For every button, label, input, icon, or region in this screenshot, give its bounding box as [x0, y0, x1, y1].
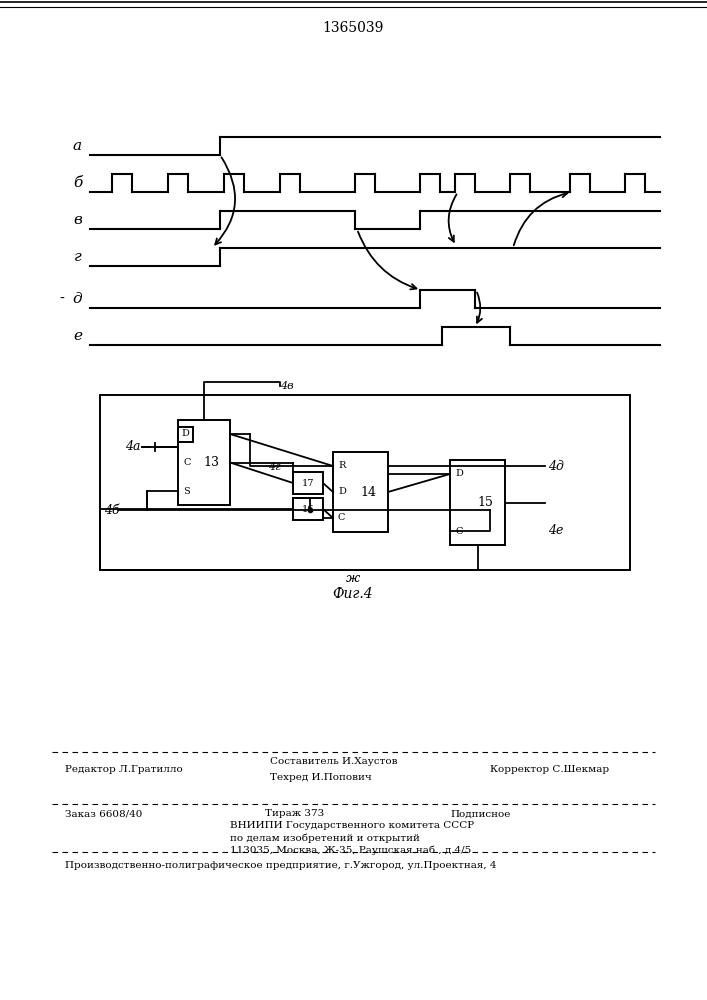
Bar	[178, 427, 193, 442]
Text: 15: 15	[478, 496, 493, 509]
Text: D: D	[338, 488, 346, 496]
Text: ВНИИПИ Государственного комитета СССР: ВНИИПИ Государственного комитета СССР	[230, 822, 474, 830]
Text: C: C	[455, 526, 462, 536]
Text: C: C	[183, 458, 190, 467]
Text: Техред И.Попович: Техред И.Попович	[270, 774, 372, 782]
Text: по делам изобретений и открытий: по делам изобретений и открытий	[230, 833, 420, 843]
Text: 4д: 4д	[548, 460, 564, 474]
Text: 4г: 4г	[268, 462, 281, 472]
Bar	[293, 472, 323, 494]
Text: C: C	[338, 514, 346, 522]
Bar	[100, 395, 630, 570]
Text: Тираж 373: Тираж 373	[265, 810, 325, 818]
FancyArrowPatch shape	[358, 232, 416, 289]
Bar	[450, 460, 505, 545]
Bar	[293, 498, 323, 520]
FancyArrowPatch shape	[449, 194, 457, 242]
Text: S: S	[183, 487, 189, 495]
Text: д: д	[72, 292, 82, 306]
Text: Подписное: Подписное	[450, 810, 510, 818]
Text: а: а	[73, 139, 82, 153]
FancyArrowPatch shape	[477, 293, 482, 323]
Text: R: R	[338, 462, 346, 471]
Text: D: D	[181, 430, 189, 438]
Text: 1365039: 1365039	[322, 21, 384, 35]
Bar	[333, 452, 388, 532]
Text: -: -	[59, 292, 64, 306]
Text: Заказ 6608/40: Заказ 6608/40	[65, 810, 142, 818]
Text: 17: 17	[302, 479, 314, 488]
Text: Составитель И.Хаустов: Составитель И.Хаустов	[270, 758, 397, 766]
Text: 13: 13	[204, 456, 220, 469]
FancyArrowPatch shape	[215, 157, 235, 244]
Text: 4в: 4в	[280, 381, 293, 391]
Text: Редактор Л.Гратилло: Редактор Л.Гратилло	[65, 766, 182, 774]
Text: ж: ж	[346, 572, 360, 584]
Text: Производственно-полиграфическое предприятие, г.Ужгород, ул.Проектная, 4: Производственно-полиграфическое предприя…	[65, 861, 496, 870]
Text: е: е	[73, 329, 82, 343]
Text: в: в	[73, 213, 82, 227]
FancyArrowPatch shape	[514, 192, 567, 245]
Text: 4е: 4е	[548, 524, 563, 536]
Bar	[178, 420, 230, 505]
Text: 4а: 4а	[125, 440, 141, 454]
Text: 16: 16	[302, 504, 314, 514]
Text: 113035, Москва, Ж-35, Раушская наб., д.4/5: 113035, Москва, Ж-35, Раушская наб., д.4…	[230, 845, 472, 855]
Text: Фиг.4: Фиг.4	[333, 587, 373, 601]
Text: г: г	[74, 250, 82, 264]
Text: Корректор С.Шекмар: Корректор С.Шекмар	[490, 766, 609, 774]
Text: б: б	[73, 176, 82, 190]
Text: 4б: 4б	[104, 504, 119, 516]
Text: D: D	[455, 470, 463, 479]
Text: 14: 14	[361, 486, 377, 498]
